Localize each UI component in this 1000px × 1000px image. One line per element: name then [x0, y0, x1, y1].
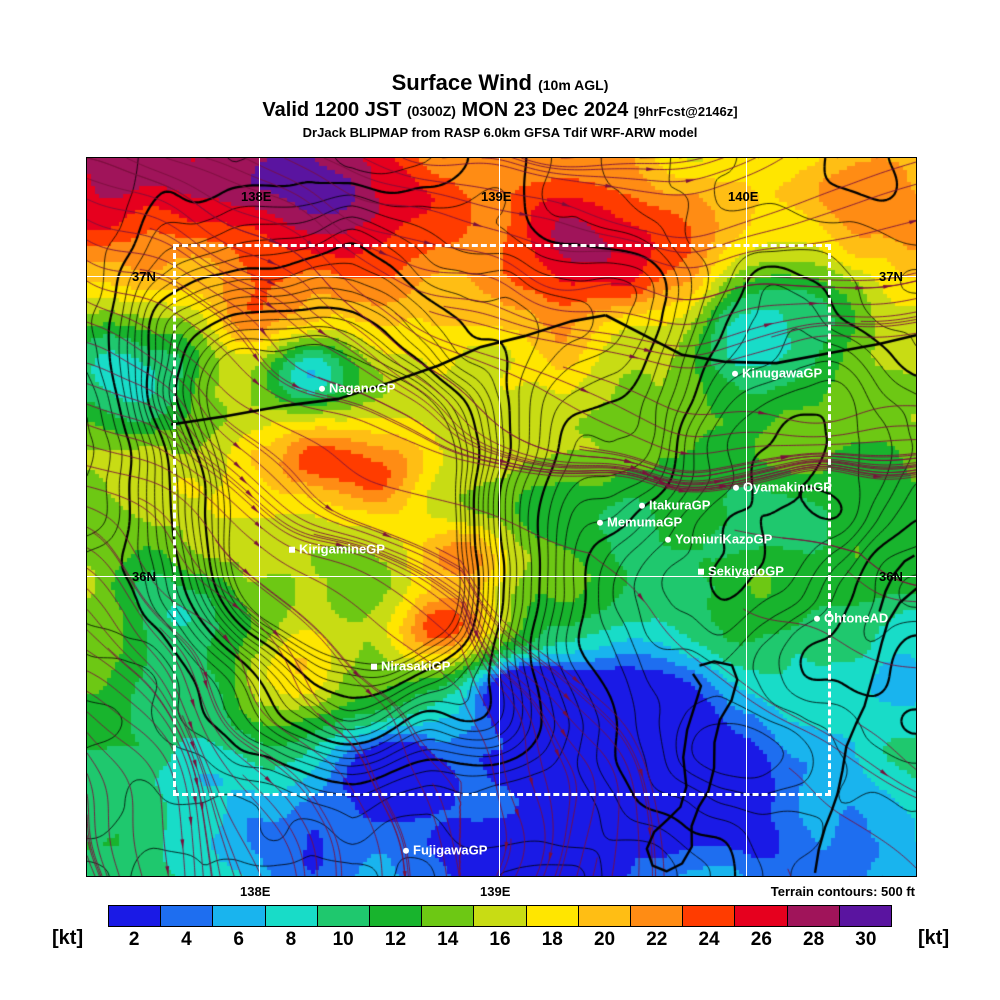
station-square-icon [371, 663, 377, 670]
colorbar-tick-20: 20 [593, 929, 616, 950]
station-label: OyamakinuGP [743, 479, 832, 495]
station-marker-yomiurikazogp[interactable]: YomiuriKazoGP [665, 531, 773, 547]
station-marker-nirasakigp[interactable]: NirasakiGP [371, 658, 451, 674]
station-dot-icon [319, 385, 325, 392]
axis-label-bottom-138E: 138E [240, 884, 271, 899]
colorbar-tick-10: 10 [332, 929, 354, 950]
graticule-line-138E [259, 158, 260, 876]
colorbar-tick-6: 6 [233, 929, 244, 950]
station-dot-icon [403, 847, 409, 854]
colorbar-swatch-14 [839, 906, 892, 926]
model-source-line: DrJack BLIPMAP from RASP 6.0km GFSA Tdif… [302, 125, 698, 140]
colorbar-ticklabels: 2 4 6 8 10 12 14 16 18 20 22 24 26 28 30 [108, 929, 892, 953]
colorbar-swatch-4 [317, 906, 371, 926]
station-label: NaganoGP [329, 380, 396, 396]
colorbar-swatches [108, 905, 892, 927]
wind-speed-field [87, 158, 916, 876]
graticule-label-top-140E: 140E [728, 189, 759, 204]
forecast-tag: [9hrFcst@2146z] [633, 104, 738, 119]
colorbar-tick-22: 22 [646, 929, 668, 950]
valid-local: Valid 1200 JST [262, 99, 402, 121]
colorbar-swatch-11 [683, 906, 736, 926]
colorbar-swatch-0 [109, 906, 162, 926]
station-marker-oyamakinugp[interactable]: OyamakinuGP [733, 479, 832, 495]
graticule-line-139E [499, 158, 500, 876]
colorbar-unit-left: [kt] [52, 927, 84, 949]
graticule-label-right-36N: 36N [879, 569, 903, 584]
colorbar-legend: [kt] [kt] 2 4 6 8 10 12 14 16 18 20 22 24 26 28 30 [0, 905, 1000, 965]
colorbar-unit-right: [kt] [918, 927, 950, 949]
graticule-label-top-139E: 139E [481, 189, 512, 204]
valid-date: MON 23 Dec 2024 [461, 99, 629, 121]
colorbar-tick-28: 28 [803, 929, 825, 950]
station-marker-sekiyadogp[interactable]: SekiyadoGP [698, 563, 784, 579]
graticule-line-37N [87, 276, 916, 277]
station-dot-icon [814, 615, 820, 622]
colorbar-swatch-8 [526, 906, 579, 926]
weather-map[interactable]: 138E 139E 140E 37N 36N 37N 36N NaganoGP Kinugawa… [86, 157, 917, 877]
colorbar-swatch-3 [265, 906, 318, 926]
station-label: NirasakiGP [381, 658, 451, 674]
station-marker-kinugawagp[interactable]: KinugawaGP [732, 365, 823, 381]
colorbar-swatch-6 [422, 906, 475, 926]
graticule-label-left-37N: 37N [132, 269, 156, 284]
title-subscript: (10m AGL) [538, 77, 609, 93]
station-label: SekiyadoGP [708, 563, 784, 579]
colorbar-tick-30: 30 [855, 929, 877, 950]
colorbar-swatch-12 [735, 906, 788, 926]
colorbar-tick-12: 12 [384, 929, 407, 950]
station-marker-fujigawagp[interactable]: FujigawaGP [403, 842, 488, 858]
graticule-line-140E [746, 158, 747, 876]
station-square-icon [698, 568, 704, 575]
colorbar-tick-8: 8 [285, 929, 297, 950]
colorbar-swatch-10 [631, 906, 684, 926]
colorbar-swatch-1 [161, 906, 214, 926]
station-marker-itakuragp[interactable]: ItakuraGP [639, 497, 711, 513]
colorbar-tick-2: 2 [128, 929, 140, 950]
station-dot-icon [733, 484, 739, 491]
station-dot-icon [665, 536, 671, 543]
colorbar-tick-18: 18 [541, 929, 563, 950]
station-marker-kirigaminegp[interactable]: KirigamineGP [289, 541, 385, 557]
colorbar-tick-16: 16 [489, 929, 511, 950]
station-marker-naganogp[interactable]: NaganoGP [319, 380, 396, 396]
colorbar-tick-26: 26 [750, 929, 772, 950]
station-marker-ohtonead[interactable]: OhtoneAD [814, 610, 889, 626]
station-dot-icon [639, 502, 645, 509]
station-label: FujigawaGP [413, 842, 488, 858]
station-label: YomiuriKazoGP [675, 531, 773, 547]
colorbar-swatch-7 [474, 906, 527, 926]
colorbar-swatch-2 [213, 906, 266, 926]
colorbar-tick-24: 24 [698, 929, 720, 950]
colorbar-swatch-5 [370, 906, 423, 926]
valid-time-line: Valid 1200 JST (0300Z) MON 23 Dec 2024 [… [0, 98, 1000, 124]
station-marker-memumagp[interactable]: MemumaGP [597, 514, 683, 530]
station-label: MemumaGP [607, 514, 683, 530]
colorbar-tick-14: 14 [437, 929, 459, 950]
station-label: ItakuraGP [649, 497, 711, 513]
terrain-contour-note: Terrain contours: 500 ft [770, 884, 915, 899]
station-label: KinugawaGP [742, 365, 823, 381]
graticule-label-right-37N: 37N [879, 269, 903, 284]
station-label: KirigamineGP [299, 541, 385, 557]
station-dot-icon [732, 370, 738, 377]
graticule-label-top-138E: 138E [241, 189, 272, 204]
title-block: Surface Wind (10m AGL) Valid 1200 JST (0… [0, 70, 1000, 142]
colorbar-swatch-13 [787, 906, 840, 926]
subdomain-box [173, 244, 831, 796]
station-dot-icon [597, 519, 603, 526]
axis-label-bottom-139E: 139E [480, 884, 511, 899]
title-main: Surface Wind [391, 70, 532, 95]
station-square-icon [289, 546, 295, 553]
graticule-label-left-36N: 36N [132, 569, 156, 584]
page-title: Surface Wind (10m AGL) [0, 70, 1000, 98]
graticule-line-36N [87, 576, 916, 577]
colorbar-tick-4: 4 [181, 929, 192, 950]
station-label: OhtoneAD [824, 610, 889, 626]
colorbar-swatch-9 [578, 906, 632, 926]
valid-utc: (0300Z) [406, 103, 456, 119]
